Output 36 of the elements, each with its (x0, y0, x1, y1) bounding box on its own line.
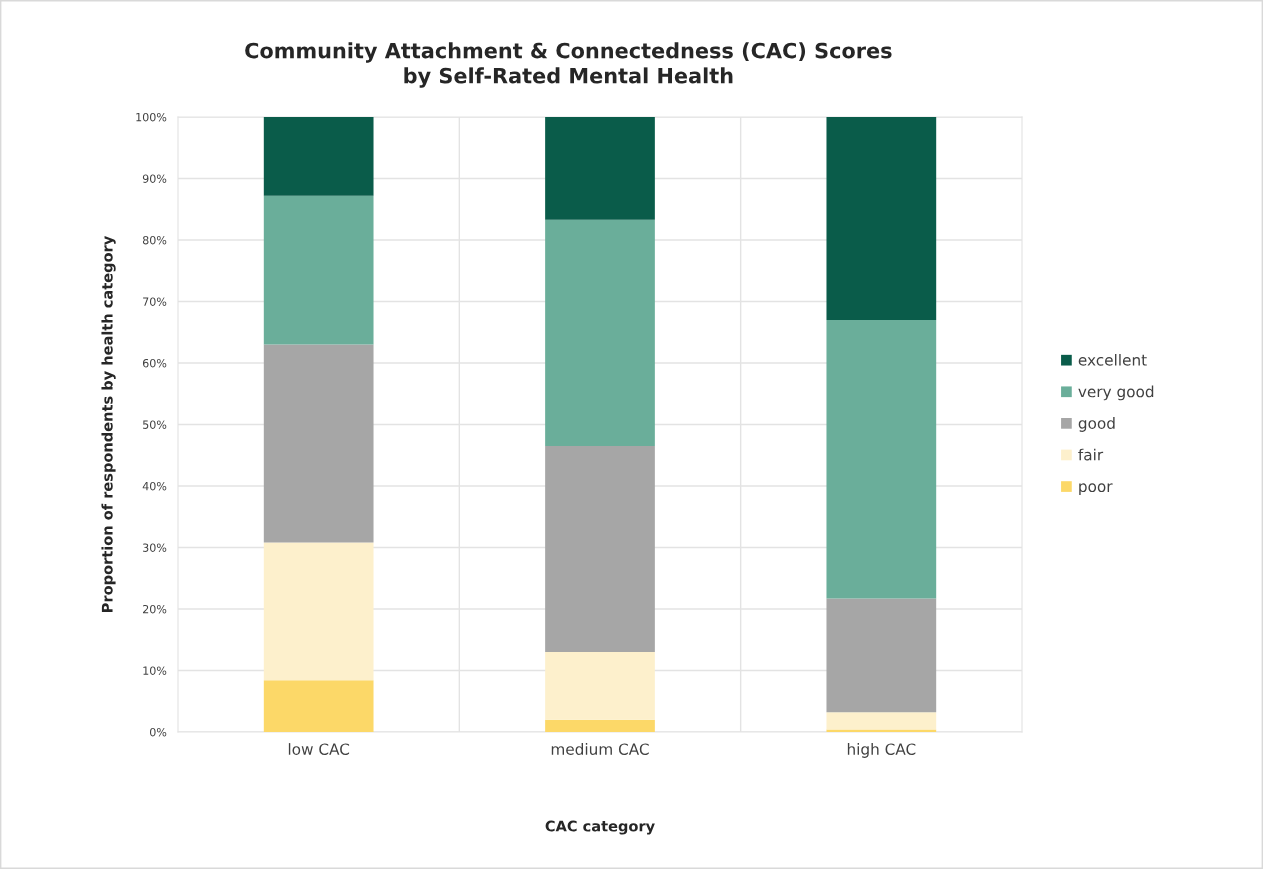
legend-label: fair (1078, 448, 1104, 461)
bar (263, 117, 374, 196)
bar (545, 719, 655, 732)
y-tick-label: 80% (142, 235, 167, 245)
bar (263, 680, 374, 732)
bar (826, 117, 937, 320)
bar (826, 319, 937, 599)
bar (545, 652, 655, 720)
bar (545, 117, 655, 220)
bar (545, 446, 655, 653)
y-tick-label: 100% (136, 112, 167, 122)
legend-label: poor (1079, 483, 1113, 496)
legend-label: very good (1078, 385, 1154, 401)
y-tick-label: 40% (142, 481, 167, 491)
bar (545, 219, 655, 447)
bar (826, 598, 937, 713)
y-tick-label: 60% (142, 358, 167, 368)
y-tick-label: 10% (143, 666, 167, 675)
y-axis-title: Proportion of respondents by health category (101, 235, 116, 612)
bar (263, 344, 374, 543)
bar (826, 712, 937, 730)
bar (263, 195, 374, 345)
y-tick-label: 0% (149, 727, 167, 737)
bar (263, 542, 374, 681)
chart-title: Community Attachment & Connectedness (CAC) Scores by Self-Rated Mental Health (245, 42, 892, 88)
x-axis-title: CAC category (545, 820, 655, 835)
y-tick-label: 30% (143, 543, 167, 552)
x-tick-label: low CAC (288, 743, 350, 755)
y-tick-label: 50% (143, 420, 167, 429)
y-tick-label: 90% (142, 174, 167, 183)
x-tick-label: high CAC (847, 743, 916, 758)
y-tick-label: 70% (143, 297, 167, 306)
x-tick-label: medium CAC (551, 743, 649, 755)
y-tick-label: 20% (143, 604, 167, 614)
legend-label: good (1078, 417, 1115, 432)
legend-label: excellent (1078, 353, 1147, 366)
